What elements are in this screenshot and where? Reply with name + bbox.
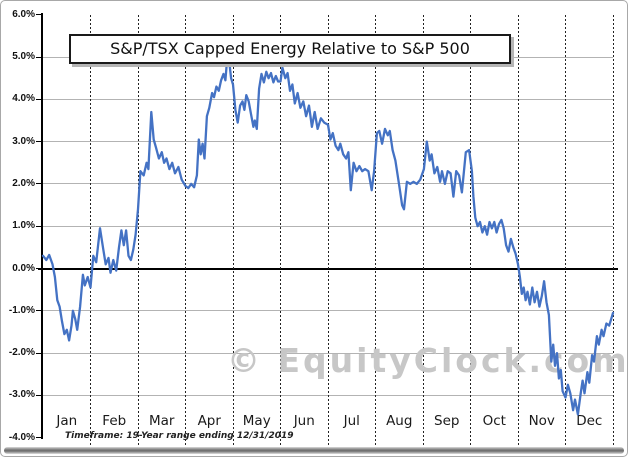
y-axis-tick — [36, 268, 42, 269]
y-tick-label: -2.0% — [8, 347, 35, 359]
month-gridline — [185, 15, 186, 448]
month-gridline — [327, 15, 329, 448]
y-axis-tick — [36, 352, 42, 354]
y-axis-tick — [36, 394, 42, 396]
month-label: Feb — [102, 413, 127, 429]
month-label: Jan — [56, 413, 78, 429]
month-label: Nov — [528, 413, 555, 429]
month-label: Oct — [482, 413, 506, 429]
y-tick-label: 2.0% — [12, 177, 35, 189]
month-label: May — [242, 413, 271, 429]
frame-bottom-edge — [4, 447, 624, 454]
month-label: Sep — [434, 413, 460, 429]
y-tick-label: 5.0% — [12, 51, 35, 62]
y-tick-label: 3.0% — [12, 135, 35, 147]
y-axis-tick — [36, 310, 42, 312]
y-tick-label: -3.0% — [8, 389, 35, 401]
month-label: Jul — [343, 413, 360, 429]
y-tick-label: -4.0% — [8, 431, 35, 443]
month-gridline — [375, 15, 376, 448]
month-gridline — [517, 15, 519, 448]
y-axis-tick — [36, 56, 42, 58]
chart-title: S&P/TSX Capped Energy Relative to S&P 50… — [69, 34, 511, 64]
month-label: Mar — [149, 413, 175, 429]
month-label: Jun — [293, 413, 315, 429]
month-label: Aug — [386, 413, 413, 429]
y-axis-tick — [36, 437, 42, 439]
y-tick-label: 6.0% — [12, 8, 35, 20]
y-axis-tick — [36, 183, 42, 185]
y-axis-line — [41, 13, 43, 439]
month-gridline — [280, 15, 281, 448]
y-axis-tick — [36, 98, 42, 100]
y-tick-label: 4.0% — [12, 93, 35, 105]
month-gridline — [90, 15, 91, 448]
y-tick-label: 0.0% — [12, 262, 35, 274]
month-gridline — [422, 15, 424, 448]
month-label: Apr — [197, 413, 221, 429]
seasonality-line — [41, 55, 615, 416]
y-axis-tick — [36, 14, 42, 16]
month-gridline — [565, 15, 566, 448]
y-axis-tick — [36, 141, 42, 143]
month-label: Dec — [576, 413, 603, 429]
y-tick-label: -1.0% — [8, 304, 35, 316]
month-gridline — [137, 15, 139, 448]
timeframe-footnote: Timeframe: 19-Year range ending 12/31/20… — [65, 431, 294, 441]
y-axis-tick — [36, 225, 42, 227]
month-gridline — [470, 15, 471, 448]
month-gridline — [232, 15, 234, 448]
month-gridline — [612, 15, 614, 448]
y-tick-label: 1.0% — [12, 220, 35, 232]
